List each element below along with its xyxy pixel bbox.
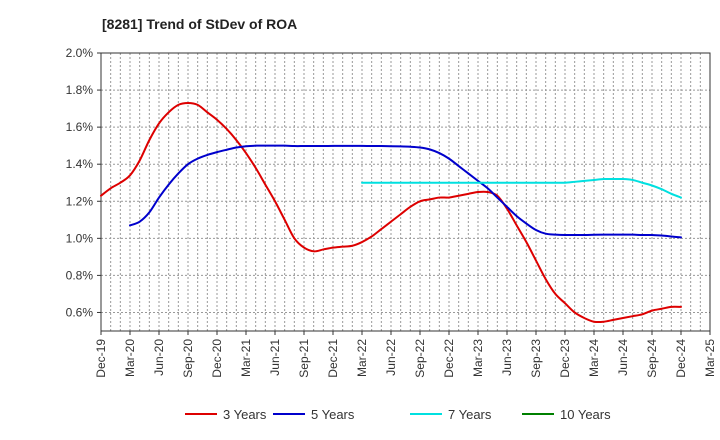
grid [101, 52, 710, 331]
x-tick-label: Jun-23 [500, 339, 514, 376]
x-tick-label: Mar-20 [123, 339, 137, 377]
chart-title: [8281] Trend of StDev of ROA [102, 16, 297, 32]
y-tick-label: 1.4% [66, 157, 94, 171]
y-tick-label: 0.6% [66, 305, 94, 319]
series-line-3 [361, 177, 682, 199]
x-tick-label: Jun-22 [384, 339, 398, 376]
legend-label: 7 Years [448, 407, 492, 422]
x-tick-label: Jun-21 [268, 339, 282, 376]
legend-label: 10 Years [560, 407, 611, 422]
x-tick-label: Mar-24 [587, 339, 601, 377]
y-tick-label: 1.8% [66, 83, 94, 97]
x-tick-label: Dec-19 [94, 339, 108, 378]
series-lines [100, 102, 682, 324]
series-line-2 [129, 144, 682, 239]
y-tick-label: 2.0% [66, 46, 94, 60]
x-tick-label: Jun-24 [616, 339, 630, 376]
x-axis: Dec-19 Mar-20 Jun-20 Sep-20 Dec-20 Mar-21 Jun-… [94, 331, 717, 378]
x-tick-label: Sep-24 [645, 339, 659, 378]
series-line-1 [100, 102, 682, 324]
x-tick-label: Dec-23 [558, 339, 572, 378]
legend: 3 Years 5 Years 7 Years 10 Years [185, 407, 611, 422]
x-tick-label: Sep-21 [297, 339, 311, 378]
x-tick-label: Mar-23 [471, 339, 485, 377]
x-tick-label: Dec-21 [326, 339, 340, 378]
x-tick-label: Sep-22 [413, 339, 427, 378]
y-tick-label: 1.2% [66, 194, 94, 208]
x-tick-label: Dec-20 [210, 339, 224, 378]
x-tick-label: Dec-24 [674, 339, 688, 378]
legend-label: 5 Years [311, 407, 355, 422]
y-axis: 0.6% 0.8% 1.0% 1.2% 1.4% 1.6% 1.8% 2.0% [66, 46, 101, 319]
plot-area [100, 52, 711, 332]
y-tick-label: 0.8% [66, 268, 94, 282]
y-tick-label: 1.0% [66, 231, 94, 245]
x-tick-label: Jun-20 [152, 339, 166, 376]
x-tick-label: Mar-25 [703, 339, 717, 377]
x-tick-label: Mar-22 [355, 339, 369, 377]
y-tick-label: 1.6% [66, 120, 94, 134]
x-tick-label: Sep-23 [529, 339, 543, 378]
x-tick-label: Mar-21 [239, 339, 253, 377]
legend-label: 3 Years [223, 407, 267, 422]
x-tick-label: Sep-20 [181, 339, 195, 378]
x-tick-label: Dec-22 [442, 339, 456, 378]
